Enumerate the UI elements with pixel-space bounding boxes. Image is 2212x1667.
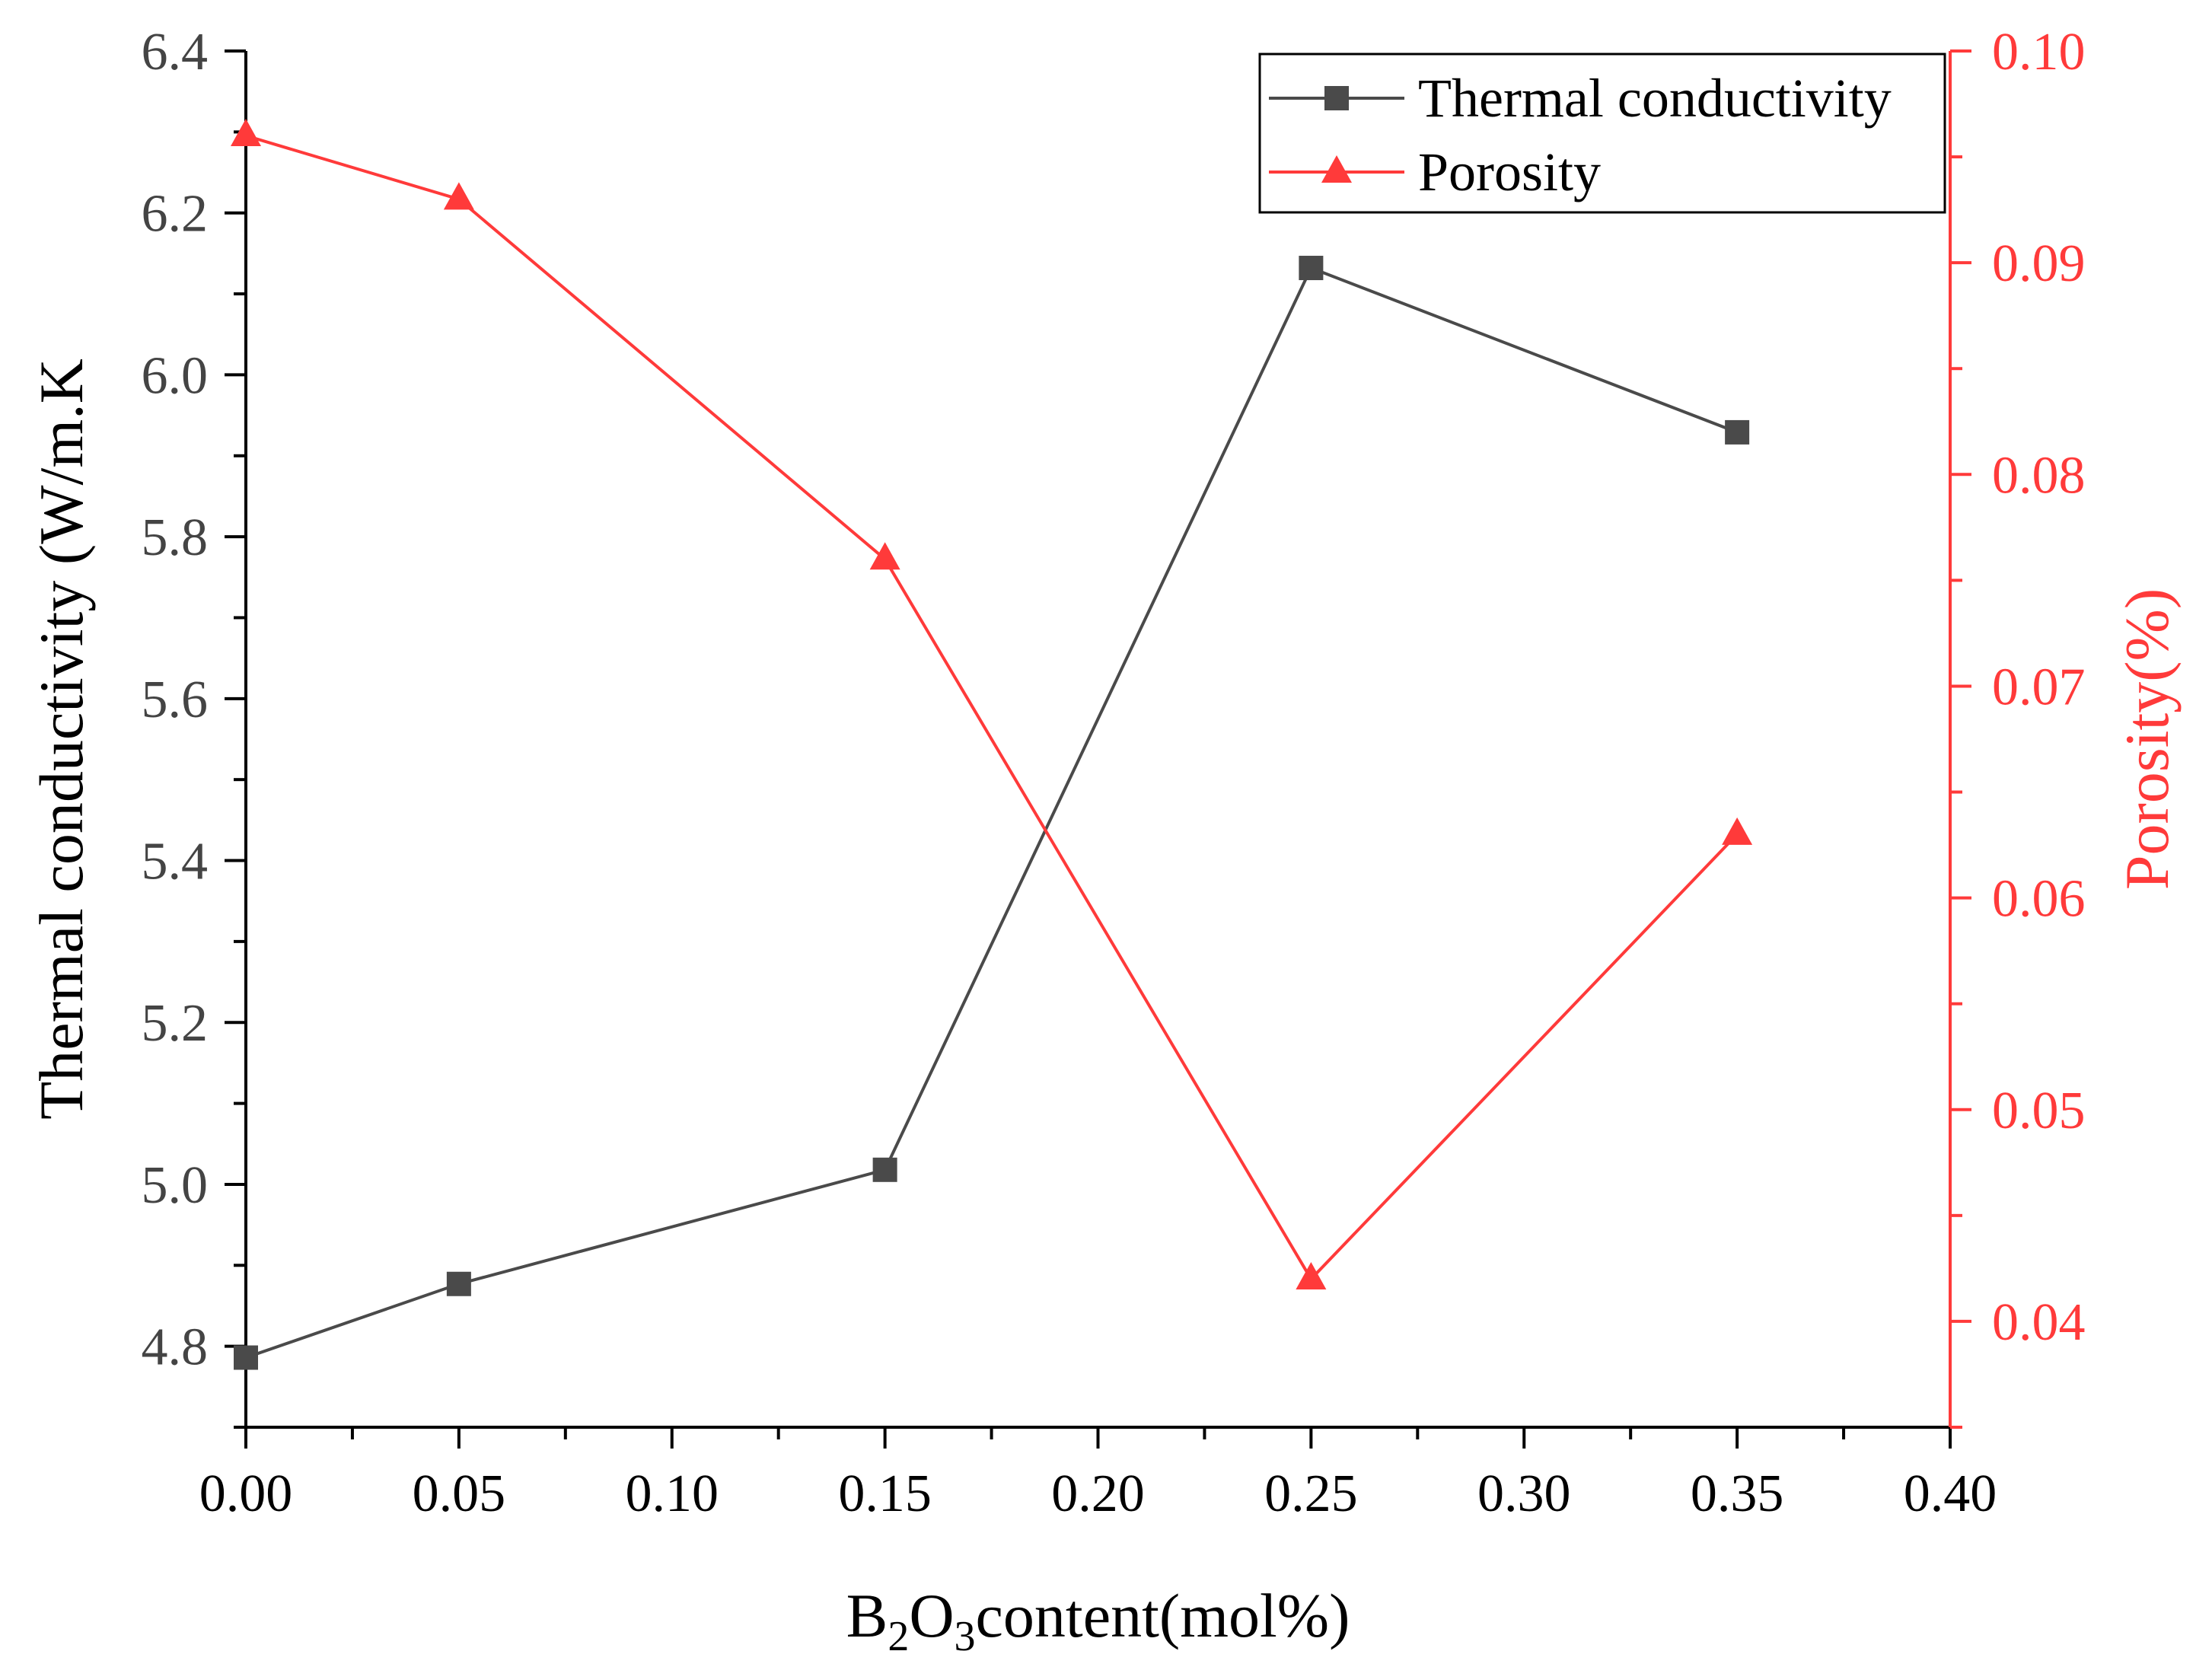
y-right-tick-label: 0.10 (1992, 23, 2086, 81)
y-right-tick-label: 0.06 (1992, 870, 2086, 929)
data-point-triangle (1722, 817, 1753, 845)
data-point-triangle (869, 542, 900, 570)
data-point-square (446, 1271, 471, 1296)
legend-label: Porosity (1418, 142, 1601, 202)
axes-layer (225, 49, 1971, 1449)
x-tick-label: 0.00 (199, 1465, 293, 1523)
x-tick-label: 0.35 (1691, 1465, 1784, 1523)
y-right-tick-label: 0.04 (1992, 1293, 2086, 1352)
y-left-tick-label: 5.2 (142, 994, 209, 1053)
y-right-tick-label: 0.08 (1992, 446, 2086, 505)
y-right-tick-label: 0.07 (1992, 658, 2086, 716)
y-right-tick-label: 0.05 (1992, 1082, 2086, 1140)
legend: Thermal conductivity Porosity (1258, 53, 1946, 214)
data-point-square (234, 1345, 258, 1370)
x-tick-label: 0.30 (1477, 1465, 1571, 1523)
y-left-tick-label: 6.2 (142, 185, 209, 244)
y-left-tick-label: 5.4 (142, 833, 209, 891)
y-left-tick-label: 5.8 (142, 508, 209, 567)
data-point-triangle (443, 182, 474, 210)
x-tick-label: 0.15 (838, 1465, 932, 1523)
data-point-triangle (1296, 1261, 1327, 1289)
y-left-tick-label: 5.0 (142, 1156, 209, 1215)
legend-box (1258, 53, 1946, 214)
y-left-tick-label: 6.4 (142, 23, 209, 81)
x-tick-label: 0.05 (413, 1465, 506, 1523)
x-axis-title-subscript: 2 (888, 1613, 909, 1660)
x-axis-title-part: content(mol%) (976, 1581, 1350, 1650)
x-axis-title: B2O3content(mol%) (846, 1581, 1350, 1660)
legend-marker-triangle (1321, 155, 1352, 183)
y-left-tick-label: 5.6 (142, 671, 209, 729)
x-axis-title-part: O (909, 1581, 954, 1650)
x-axis-title-part: B (846, 1581, 888, 1650)
labels-layer: 0.00 0.05 0.10 0.15 0.20 0.25 0.30 0.35 0.40 4.8 5… (27, 23, 2182, 1660)
x-axis-title-subscript: 3 (955, 1613, 976, 1660)
data-point-square (1299, 256, 1324, 281)
series-layer (231, 118, 1753, 1370)
y-right-tick-label: 0.09 (1992, 234, 2086, 293)
data-point-square (1725, 419, 1750, 445)
legend-marker-square (1324, 86, 1349, 110)
y-left-tick-label: 6.0 (142, 346, 209, 405)
x-tick-label: 0.20 (1051, 1465, 1145, 1523)
x-tick-label: 0.10 (626, 1465, 719, 1523)
x-tick-label: 0.40 (1904, 1465, 1997, 1523)
data-point-square (872, 1157, 897, 1182)
y-axis-right-title: Porosity(%) (2112, 588, 2182, 890)
y-left-tick-label: 4.8 (142, 1318, 209, 1377)
legend-label: Thermal conductivity (1418, 68, 1892, 129)
x-tick-label: 0.25 (1264, 1465, 1358, 1523)
data-point-triangle (231, 118, 261, 146)
y-axis-left-title: Thermal conductivity (W/m.K (27, 359, 96, 1120)
